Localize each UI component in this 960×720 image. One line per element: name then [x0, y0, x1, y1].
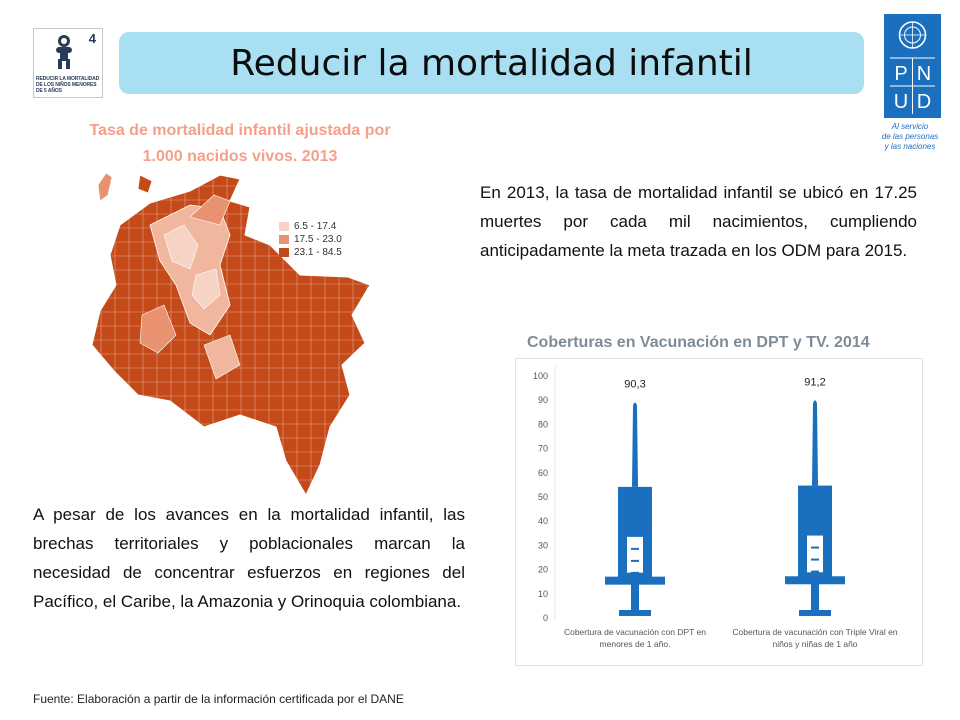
legend-swatch: [279, 222, 289, 231]
value-label: 91,2: [804, 376, 825, 388]
tagline-line: y las naciones: [884, 142, 936, 151]
map-title-line: 1.000 nacidos vivos. 2013: [142, 148, 338, 165]
category-label: Cobertura de vacunación con Triple Viral…: [732, 627, 897, 637]
syringe-needle: [632, 402, 638, 487]
tagline-line: de las personas: [881, 132, 939, 141]
legend-swatch: [279, 235, 289, 244]
chart-frame: [515, 358, 923, 666]
pnud-tagline: Al servicio de las personas y las nacion…: [870, 122, 950, 152]
y-tick-label: 0: [543, 613, 548, 623]
syringe-plunger-head: [619, 610, 651, 616]
colombia-mortality-map: [91, 172, 371, 497]
source-note: Fuente: Elaboración a partir de la infor…: [33, 692, 404, 706]
mortality-rate-text: En 2013, la tasa de mortalidad infantil …: [480, 183, 917, 260]
map-title-line: Tasa de mortalidad infantil ajustada por: [89, 122, 391, 139]
value-label: 90,3: [624, 378, 645, 390]
legend-label: 17.5 - 23.0: [294, 234, 342, 245]
y-tick-label: 80: [538, 419, 548, 429]
syringe-plunger: [811, 584, 819, 612]
syringe-window: [627, 536, 643, 573]
pnud-logo: P N U D: [884, 14, 941, 118]
y-tick-label: 70: [538, 444, 548, 454]
syringe-bar: [605, 402, 665, 616]
logo-letter: P: [894, 63, 907, 85]
y-tick-label: 30: [538, 540, 548, 550]
category-label: Cobertura de vacunación con DPT en: [564, 627, 706, 637]
syringe-plunger: [631, 584, 639, 612]
y-tick-label: 20: [538, 565, 548, 575]
y-tick-label: 50: [538, 492, 548, 502]
syringe-bar: [785, 400, 845, 616]
child-figure-icon: [56, 35, 72, 69]
y-tick-label: 100: [533, 371, 548, 381]
y-tick-label: 60: [538, 468, 548, 478]
tagline-line: Al servicio: [891, 122, 929, 131]
y-tick-label: 90: [538, 395, 548, 405]
syringe-window: [807, 535, 823, 573]
syringe-needle: [812, 400, 818, 486]
legend-item: 17.5 - 23.0: [279, 233, 342, 246]
syringe-flange: [785, 576, 845, 585]
logo-letter: U: [894, 91, 908, 113]
y-tick-label: 10: [538, 589, 548, 599]
goal-number: 4: [88, 31, 96, 46]
title-bar: Reducir la mortalidad infantil: [119, 32, 864, 94]
category-label: niños y niñas de 1 año: [772, 639, 857, 649]
category-label: menores de 1 año.: [600, 639, 671, 649]
page-title: Reducir la mortalidad infantil: [230, 42, 753, 84]
legend-item: 6.5 - 17.4: [279, 220, 342, 233]
y-tick-label: 40: [538, 516, 548, 526]
chart-title: Coberturas en Vacunación en DPT y TV. 20…: [527, 334, 870, 351]
vaccination-chart: 0 10 20 30 40 50 60 70 80 90 100 90,3 Cobertura de v…: [533, 366, 898, 649]
map-title: Tasa de mortalidad infantil ajustada por…: [40, 118, 440, 170]
territorial-gaps-text: A pesar de los avances en la mortalidad …: [33, 505, 465, 611]
syringe-flange: [605, 576, 665, 585]
legend-item: 23.1 - 84.5: [279, 246, 342, 259]
logo-letter: D: [917, 91, 931, 113]
map-legend: 6.5 - 17.4 17.5 - 23.0 23.1 - 84.5: [279, 220, 342, 259]
goal-caption: REDUCIR LA MORTALIDAD DE LOS NIÑOS MENOR…: [36, 76, 100, 94]
mdg-goal-icon: 4 REDUCIR LA MORTALIDAD DE LOS NIÑOS MEN…: [33, 28, 103, 98]
syringe-plunger-head: [799, 610, 831, 616]
legend-label: 6.5 - 17.4: [294, 221, 337, 232]
legend-swatch: [279, 248, 289, 257]
un-emblem-icon: P N U D: [890, 21, 935, 114]
logo-letter: N: [917, 63, 931, 85]
legend-label: 23.1 - 84.5: [294, 247, 342, 258]
